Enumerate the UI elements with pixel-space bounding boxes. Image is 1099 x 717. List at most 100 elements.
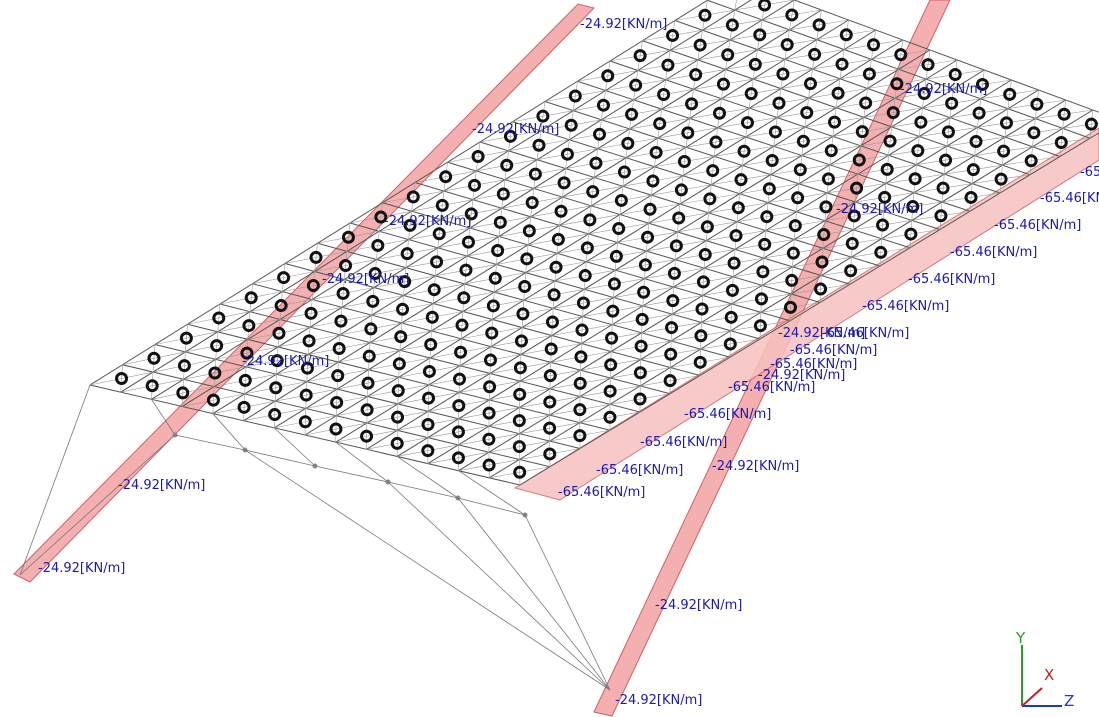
mesh-diagonal — [857, 145, 862, 175]
mesh-diagonal — [748, 78, 754, 109]
load-label: -24.92[KN/m] — [38, 561, 125, 576]
mesh-diagonal — [459, 338, 462, 366]
node-hub — [176, 386, 190, 400]
node-hub — [439, 170, 453, 184]
load-label: -24.92[KN/m] — [900, 82, 987, 97]
node-hub — [525, 196, 539, 210]
node-hub — [601, 69, 615, 83]
node-hub — [210, 339, 224, 353]
node-hub — [1030, 97, 1044, 111]
node-hub — [212, 311, 226, 325]
mesh-diagonal — [642, 278, 645, 306]
mesh-diagonal — [282, 263, 286, 292]
node-hub — [1084, 117, 1098, 131]
load-label: -65.46[KN/m] — [908, 272, 995, 287]
mesh-diagonal — [693, 59, 699, 90]
node-hub — [421, 418, 435, 432]
mesh-diagonal — [759, 312, 762, 340]
node-hub — [637, 285, 651, 299]
node-hub — [677, 155, 691, 169]
mesh-diagonal — [581, 316, 583, 344]
mesh-diagonal — [646, 223, 650, 252]
node-hub — [512, 440, 526, 454]
mesh-diagonal — [829, 136, 834, 165]
mesh-diagonal — [583, 261, 587, 290]
node-hub — [921, 58, 935, 72]
mesh-diagonal — [999, 165, 1003, 194]
load-label: -24.92[KN/m] — [242, 354, 329, 369]
mesh-diagonal — [739, 165, 743, 194]
mesh-diagonal — [540, 101, 546, 131]
mesh-diagonal — [151, 372, 154, 400]
mesh-diagonal — [530, 188, 535, 217]
mesh-diagonal — [1032, 118, 1036, 147]
mesh-diagonal — [916, 136, 920, 165]
node-hub — [269, 381, 283, 395]
mesh-diagonal — [637, 40, 643, 71]
node-hub — [941, 125, 955, 139]
node-hub — [488, 271, 502, 285]
mesh-diagonal — [708, 184, 712, 213]
node-hub — [724, 310, 738, 324]
mesh-diagonal — [523, 272, 527, 301]
mesh-diagonal — [953, 59, 958, 90]
mesh-diagonal — [918, 107, 923, 137]
mesh-diagonal — [533, 159, 538, 189]
mesh-diagonal — [702, 268, 705, 296]
node-hub — [629, 78, 643, 92]
mesh-diagonal — [675, 231, 678, 260]
node-hub — [665, 321, 679, 335]
node-hub — [1003, 87, 1017, 101]
node-hub — [625, 107, 639, 121]
mesh-diagonal — [371, 287, 375, 316]
support-line — [19, 434, 176, 576]
load-label: -65.46[KN/m] — [1080, 165, 1099, 180]
node-hub — [633, 392, 647, 406]
mesh-diagonal — [519, 354, 522, 382]
mesh-diagonal — [593, 148, 598, 178]
mesh-diagonal — [812, 39, 818, 70]
mesh-diagonal — [980, 69, 985, 99]
node-hub — [737, 144, 751, 158]
mesh-diagonal — [1002, 137, 1006, 166]
mesh-diagonal — [816, 9, 822, 40]
node-hub — [329, 422, 343, 436]
node-hub — [999, 116, 1013, 130]
node-hub — [330, 395, 344, 409]
mesh-diagonal — [605, 60, 611, 91]
node-hub — [966, 163, 980, 177]
mesh-diagonal — [1059, 128, 1063, 157]
node-hub — [917, 87, 931, 101]
node-hub — [557, 176, 571, 190]
node-hub — [646, 174, 660, 188]
node-hub — [693, 38, 707, 52]
mesh-diagonal — [943, 146, 948, 175]
node-hub — [803, 77, 817, 91]
mesh-diagonal — [941, 174, 945, 202]
node-hub — [518, 280, 532, 294]
mesh-diagonal — [469, 199, 474, 229]
mesh-diagonal — [405, 239, 409, 268]
node-hub — [609, 249, 623, 263]
support-line — [457, 497, 611, 691]
mesh-diagonal — [713, 127, 718, 157]
node-hub — [685, 97, 699, 111]
node-hub — [605, 331, 619, 345]
mesh-diagonal — [472, 170, 477, 200]
mesh-diagonal — [521, 300, 525, 328]
node-hub — [390, 436, 404, 450]
mesh-diagonal — [120, 364, 123, 393]
mesh-diagonal — [408, 211, 412, 240]
node-hub — [653, 117, 667, 131]
node-hub — [606, 304, 620, 318]
mesh-diagonal — [789, 0, 795, 30]
mesh-diagonal — [819, 275, 822, 303]
mesh-diagonal — [729, 330, 732, 358]
mesh-diagonal — [730, 303, 733, 331]
mesh-diagonal — [435, 247, 439, 276]
node-hub — [814, 282, 828, 296]
mesh-diagonal — [525, 244, 529, 273]
support-line — [524, 514, 611, 691]
node-hub — [972, 106, 986, 120]
mesh-diagonal — [671, 287, 674, 315]
